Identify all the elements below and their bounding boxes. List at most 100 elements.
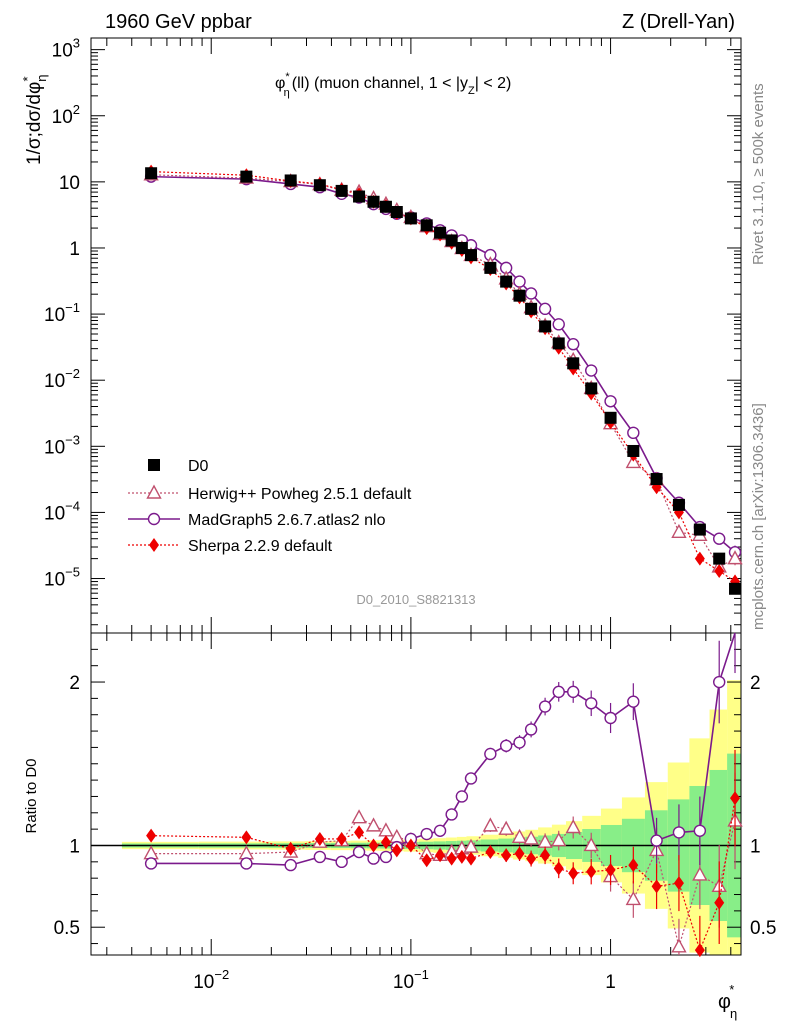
- ratio-point: [565, 819, 581, 834]
- y-tick-label: 10−2: [44, 366, 80, 392]
- main-point: [604, 395, 617, 408]
- main-point: [585, 382, 598, 395]
- legend-marker: [148, 459, 160, 471]
- ratio-point: [446, 851, 457, 866]
- main-point: [434, 226, 447, 239]
- ratio-point: [367, 852, 380, 865]
- main-point: [484, 261, 497, 274]
- ratio-point: [445, 808, 458, 821]
- ratio-point: [672, 826, 686, 839]
- main-point: [445, 234, 458, 247]
- ratio-point: [551, 832, 567, 847]
- ratio-point: [484, 747, 497, 761]
- ratio-point: [464, 772, 478, 785]
- ratio-point: [144, 857, 158, 870]
- legend-marker: [147, 512, 161, 526]
- ratio-point: [538, 700, 552, 713]
- main-point: [240, 170, 253, 183]
- legend: D0 Herwig++ Powheg 2.5.1 default MadGraph5…: [128, 458, 412, 555]
- main-point: [627, 444, 640, 457]
- ratio-point: [586, 864, 597, 879]
- main-point: [524, 287, 538, 300]
- legend-label: Sherpa 2.2.9 default: [188, 538, 333, 555]
- ratio-point: [456, 849, 467, 864]
- ratio-point: [730, 791, 741, 806]
- ratio-y-tick-label-right: 0.5: [750, 918, 776, 939]
- main-point: [379, 200, 392, 213]
- legend-label: D0: [188, 458, 209, 475]
- ratio-point: [514, 846, 525, 861]
- main-point: [552, 337, 565, 350]
- legend-marker: [146, 484, 162, 499]
- ratio-point: [285, 841, 296, 856]
- main-point: [552, 318, 565, 331]
- ratio-point: [513, 736, 526, 749]
- ratio-point: [314, 831, 325, 846]
- data-series: [143, 164, 743, 958]
- ratio-point: [391, 843, 402, 858]
- ratio-y-axis-label: Ratio to D0: [23, 758, 40, 833]
- ratio-point: [553, 861, 564, 876]
- main-point: [727, 550, 743, 565]
- ratio-point: [671, 938, 687, 953]
- main-point: [713, 532, 726, 545]
- ratio-point: [673, 876, 684, 891]
- y-tick-label: 10−3: [44, 432, 80, 458]
- analysis-id: D0_2010_S8821313: [356, 592, 475, 607]
- main-point: [335, 184, 348, 197]
- ratio-point: [714, 895, 725, 910]
- ratio-point: [625, 890, 641, 906]
- main-point: [585, 364, 598, 377]
- ratio-point: [313, 850, 327, 864]
- main-point: [420, 219, 433, 232]
- ratio-point: [651, 879, 662, 894]
- ratio-point: [352, 845, 366, 859]
- y-tick-label: 1: [69, 239, 80, 260]
- main-point: [513, 289, 526, 302]
- ratio-point: [694, 943, 705, 958]
- ratio-y-tick-label: 1: [69, 836, 80, 857]
- panel-title: φ* η(ll) (muon channel, 1 < |yZ| < 2): [275, 71, 511, 99]
- ratio-point: [351, 809, 367, 824]
- y-tick-label: 10−1: [44, 300, 80, 326]
- ratio-point: [435, 848, 446, 863]
- ratio-point: [604, 711, 617, 725]
- main-point: [455, 241, 468, 254]
- ratio-point: [380, 835, 391, 850]
- main-point: [500, 275, 513, 288]
- ratio-point: [650, 834, 663, 847]
- ratio-point: [240, 857, 253, 870]
- main-point: [390, 206, 403, 219]
- mcplots-label: mcplots.cern.ch [arXiv:1306.3436]: [750, 403, 767, 630]
- y-tick-label: 10−5: [44, 565, 80, 591]
- main-point: [604, 411, 617, 424]
- x-tick-label: 1: [605, 972, 616, 993]
- ratio-y-tick-label-right: 2: [750, 673, 761, 694]
- main-point: [694, 551, 705, 566]
- rivet-label: Rivet 3.1.10, ≥ 500k events: [750, 83, 767, 265]
- legend-marker: [149, 538, 159, 552]
- ratio-point: [552, 685, 565, 699]
- x-axis-label: φη*: [718, 982, 737, 1021]
- axis-ticks: 10−2 10−1 1 10−5 10−4 10−3 10−2 10−1 1 10 102 103 0.…: [44, 36, 776, 993]
- main-point: [284, 174, 297, 187]
- ratio-point: [568, 866, 579, 881]
- main-point: [538, 302, 552, 316]
- main-point: [672, 498, 685, 511]
- ratio-point: [524, 723, 538, 736]
- main-point: [465, 249, 478, 262]
- ratio-point: [421, 853, 432, 868]
- ratio-point: [241, 830, 252, 845]
- legend-label: Herwig++ Powheg 2.5.1 default: [188, 486, 412, 503]
- main-point: [404, 212, 417, 225]
- main-point: [513, 275, 526, 288]
- ratio-point: [692, 866, 708, 881]
- ratio-point: [354, 825, 365, 840]
- main-point: [671, 523, 687, 539]
- main-point: [567, 338, 580, 351]
- main-y-axis-label: 1/σ;dσ/dφη*: [20, 74, 49, 165]
- ratio-point: [485, 845, 496, 860]
- main-point: [713, 552, 726, 565]
- main-point: [353, 190, 366, 203]
